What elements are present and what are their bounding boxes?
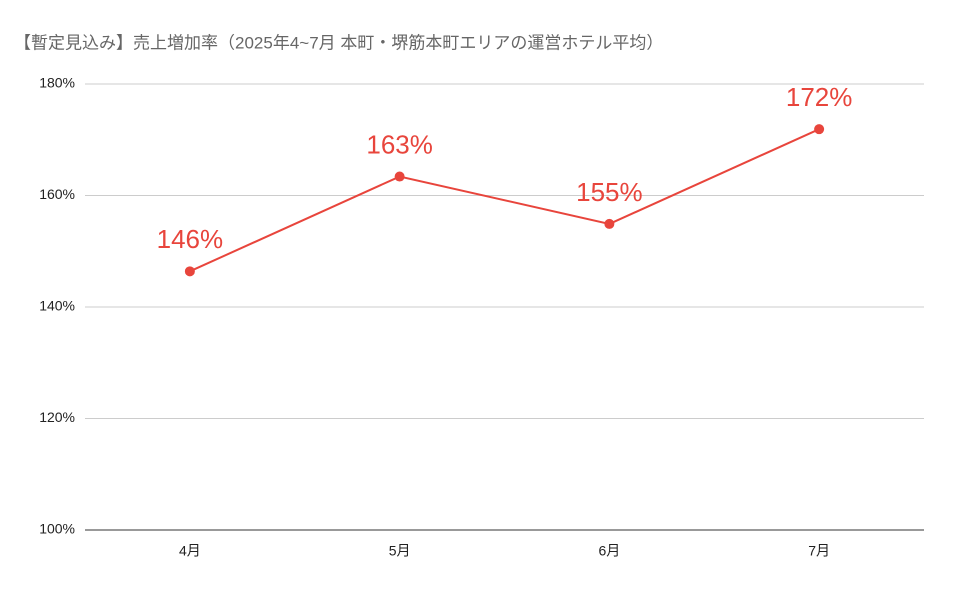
data-label: 146%: [157, 224, 224, 254]
point: [184, 266, 195, 277]
x-tick-label: 6月: [598, 543, 620, 559]
line: [189, 128, 820, 273]
x-tick-label: 5月: [389, 543, 411, 559]
x-tick-label: 4月: [179, 543, 201, 559]
data-label: 155%: [576, 177, 643, 207]
chart-title: 【暫定見込み】売上増加率（2025年4~7月 本町・堺筋本町エリアの運営ホテル平…: [14, 33, 663, 52]
point: [814, 124, 825, 135]
data-label: 163%: [366, 129, 433, 159]
data-label: 172%: [786, 82, 853, 112]
y-tick-label: 140%: [39, 298, 75, 314]
point: [394, 171, 405, 182]
y-tick-label: 100%: [39, 521, 75, 537]
x-tick-label: 7月: [808, 543, 830, 559]
y-tick-label: 180%: [39, 75, 75, 91]
point: [604, 218, 615, 229]
y-tick-label: 120%: [39, 409, 75, 425]
y-tick-label: 160%: [39, 186, 75, 202]
